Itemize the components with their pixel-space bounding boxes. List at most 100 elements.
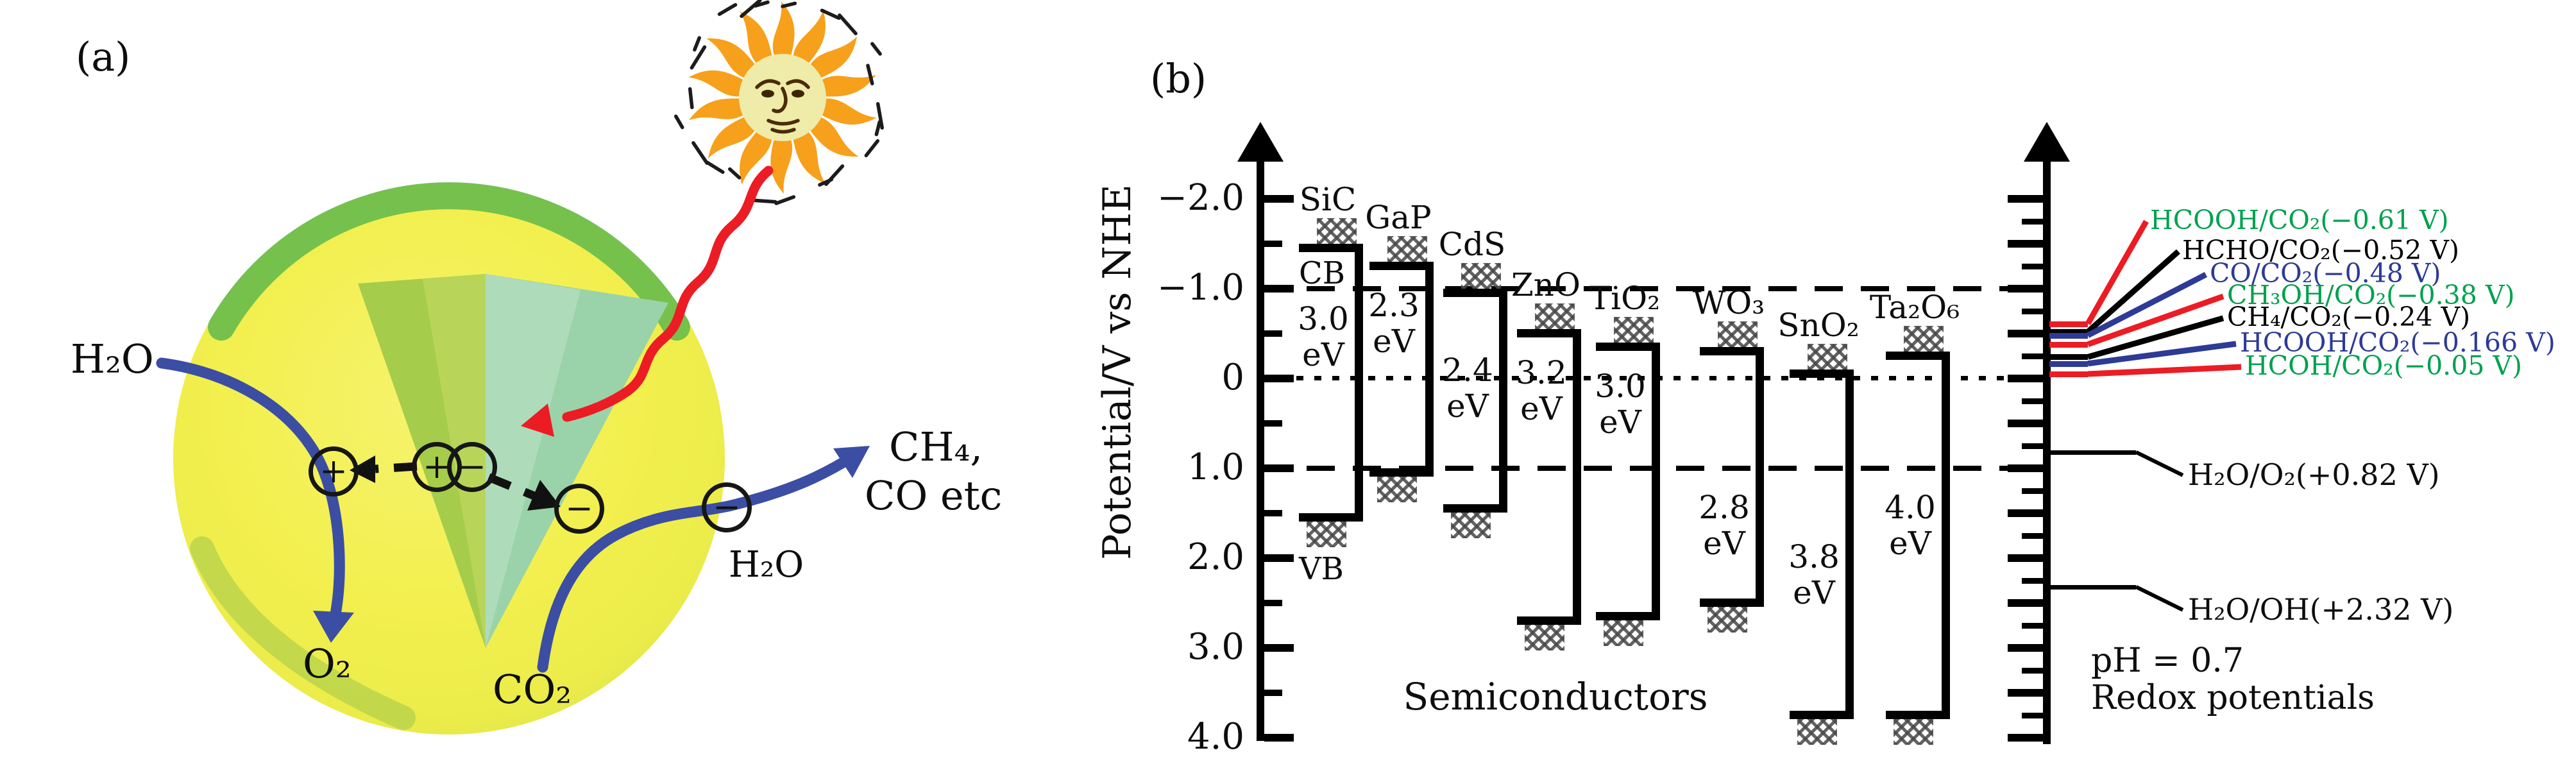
ruler-tick-long — [2008, 734, 2043, 742]
y-tick-label: 4.0 — [1187, 716, 1244, 758]
semiconductor-label: SiC — [1299, 181, 1357, 218]
sun-dash — [781, 1, 797, 8]
redox-level-line — [2049, 329, 2088, 336]
ruler-tick-short — [2022, 219, 2043, 225]
hole-charge-left: + — [309, 446, 359, 497]
vb-hatch — [1797, 719, 1837, 745]
sun-dash — [864, 139, 880, 158]
band-spine — [1425, 262, 1434, 477]
ruler-tick-long — [2008, 240, 2043, 248]
major-tick — [1264, 644, 1294, 652]
sunlight-arrow — [521, 166, 774, 437]
sun-dash — [674, 114, 684, 130]
h2o-surface-label: H₂O — [729, 544, 804, 586]
semiconductors-caption: Semiconductors — [1403, 675, 1708, 718]
sun-dash — [728, 167, 741, 180]
sun-ray — [688, 70, 747, 97]
minor-tick — [1264, 330, 1282, 337]
cb-hatch — [1317, 218, 1357, 244]
y-tick-label: −2.0 — [1157, 177, 1244, 219]
ruler-tick-long — [2008, 554, 2043, 562]
sun-dash — [754, 0, 770, 8]
major-tick — [1264, 195, 1294, 203]
minor-tick — [1264, 600, 1282, 606]
bandgap-text: 3.2 — [1516, 354, 1567, 391]
water-level-line — [2049, 450, 2136, 455]
vb-hatch — [1525, 625, 1564, 650]
sun-dash — [866, 64, 874, 86]
sun-dash — [749, 198, 777, 204]
sun-ray — [689, 98, 746, 121]
bandgap-text: 2.3 — [1368, 287, 1419, 324]
water-level-line — [2049, 584, 2136, 590]
bandgap-text: eV — [1889, 525, 1931, 562]
sun-dash — [838, 13, 858, 35]
ruler-tick-short — [2022, 353, 2043, 359]
band-spine — [1845, 370, 1854, 719]
cb-hatch — [1535, 303, 1575, 329]
band-spine — [1499, 289, 1507, 513]
vb-ledge — [1299, 513, 1363, 522]
cb-hatch — [1718, 321, 1758, 347]
sun-dash — [705, 160, 725, 174]
bandgap-text: 3.8 — [1788, 538, 1840, 575]
cb-ledge — [1886, 352, 1950, 360]
reference-line--1 — [1260, 286, 2043, 291]
sun-dash — [690, 45, 707, 70]
bandgap-text: eV — [1446, 387, 1489, 425]
ph-label: pH = 0.7 — [2091, 641, 2244, 680]
semiconductor-label: CdS — [1438, 226, 1506, 263]
ruler-tick-short — [2022, 533, 2043, 539]
ruler-tick-short — [2022, 668, 2043, 674]
o2-label: O₂ — [303, 640, 352, 687]
sun-dash — [717, 3, 738, 16]
cb-hatch — [1904, 326, 1944, 352]
sun-ray — [793, 10, 826, 67]
redox-ruler-line — [2043, 157, 2051, 744]
sun-dash — [876, 102, 884, 130]
semiconductor-label: Ta₂O₆ — [1869, 289, 1960, 326]
sun-ray — [740, 11, 773, 65]
bandgap-text: eV — [1703, 525, 1745, 562]
major-tick — [1264, 734, 1294, 742]
bandgap-label: 2.3 eV — [1349, 287, 1439, 359]
vb-hatch — [1307, 522, 1346, 547]
redox-couple-label: CO/CO₂(−0.48 V) — [2210, 258, 2441, 289]
sphere-top-rim — [208, 182, 690, 341]
bandgap-text: 4.0 — [1885, 489, 1936, 526]
cb-ledge — [1299, 244, 1363, 252]
semiconductor-label: GaP — [1365, 199, 1432, 236]
electron-charge-surface: − — [702, 482, 752, 532]
cb-ledge — [1700, 347, 1764, 355]
y-axis-title: Potential/V vs NHE — [1095, 184, 1140, 560]
y-tick-label: 0 — [1221, 357, 1244, 398]
sun-ray — [792, 130, 826, 184]
panel-b-label: (b) — [1150, 55, 1207, 102]
cb-hatch — [1808, 344, 1847, 370]
ruler-tick-long — [2008, 464, 2043, 472]
bandgap-label: 3.8 eV — [1769, 539, 1859, 611]
sun-dash — [774, 195, 796, 205]
redox-couple-label: CH₄/CO₂(−0.24 V) — [2227, 302, 2471, 332]
ruler-tick-short — [2022, 713, 2043, 718]
bandgap-text: 3.0 — [1298, 300, 1349, 337]
band-spine — [1652, 343, 1660, 620]
vb-ledge — [1886, 711, 1950, 719]
products-label-line1: CH₄, — [889, 423, 983, 470]
sun-face — [739, 54, 826, 141]
vb-ledge — [1369, 468, 1434, 477]
y-axis-line — [1257, 157, 1264, 741]
bandgap-text: eV — [1302, 336, 1344, 373]
bandgap-text: 3.0 — [1595, 368, 1646, 405]
vb-hatch — [1604, 620, 1643, 646]
bandgap-label: 3.0 eV — [1575, 368, 1665, 440]
cb-hatch — [1461, 263, 1501, 289]
redox-level-line — [2049, 361, 2088, 367]
redox-couple-label: HCHO/CO₂(−0.52 V) — [2182, 235, 2460, 266]
vb-ledge — [1790, 711, 1854, 719]
cb-hatch — [1387, 236, 1427, 262]
vb-hatch — [1894, 719, 1933, 745]
bandgap-text: 2.4 — [1442, 351, 1493, 389]
ruler-tick-short — [2022, 443, 2043, 449]
